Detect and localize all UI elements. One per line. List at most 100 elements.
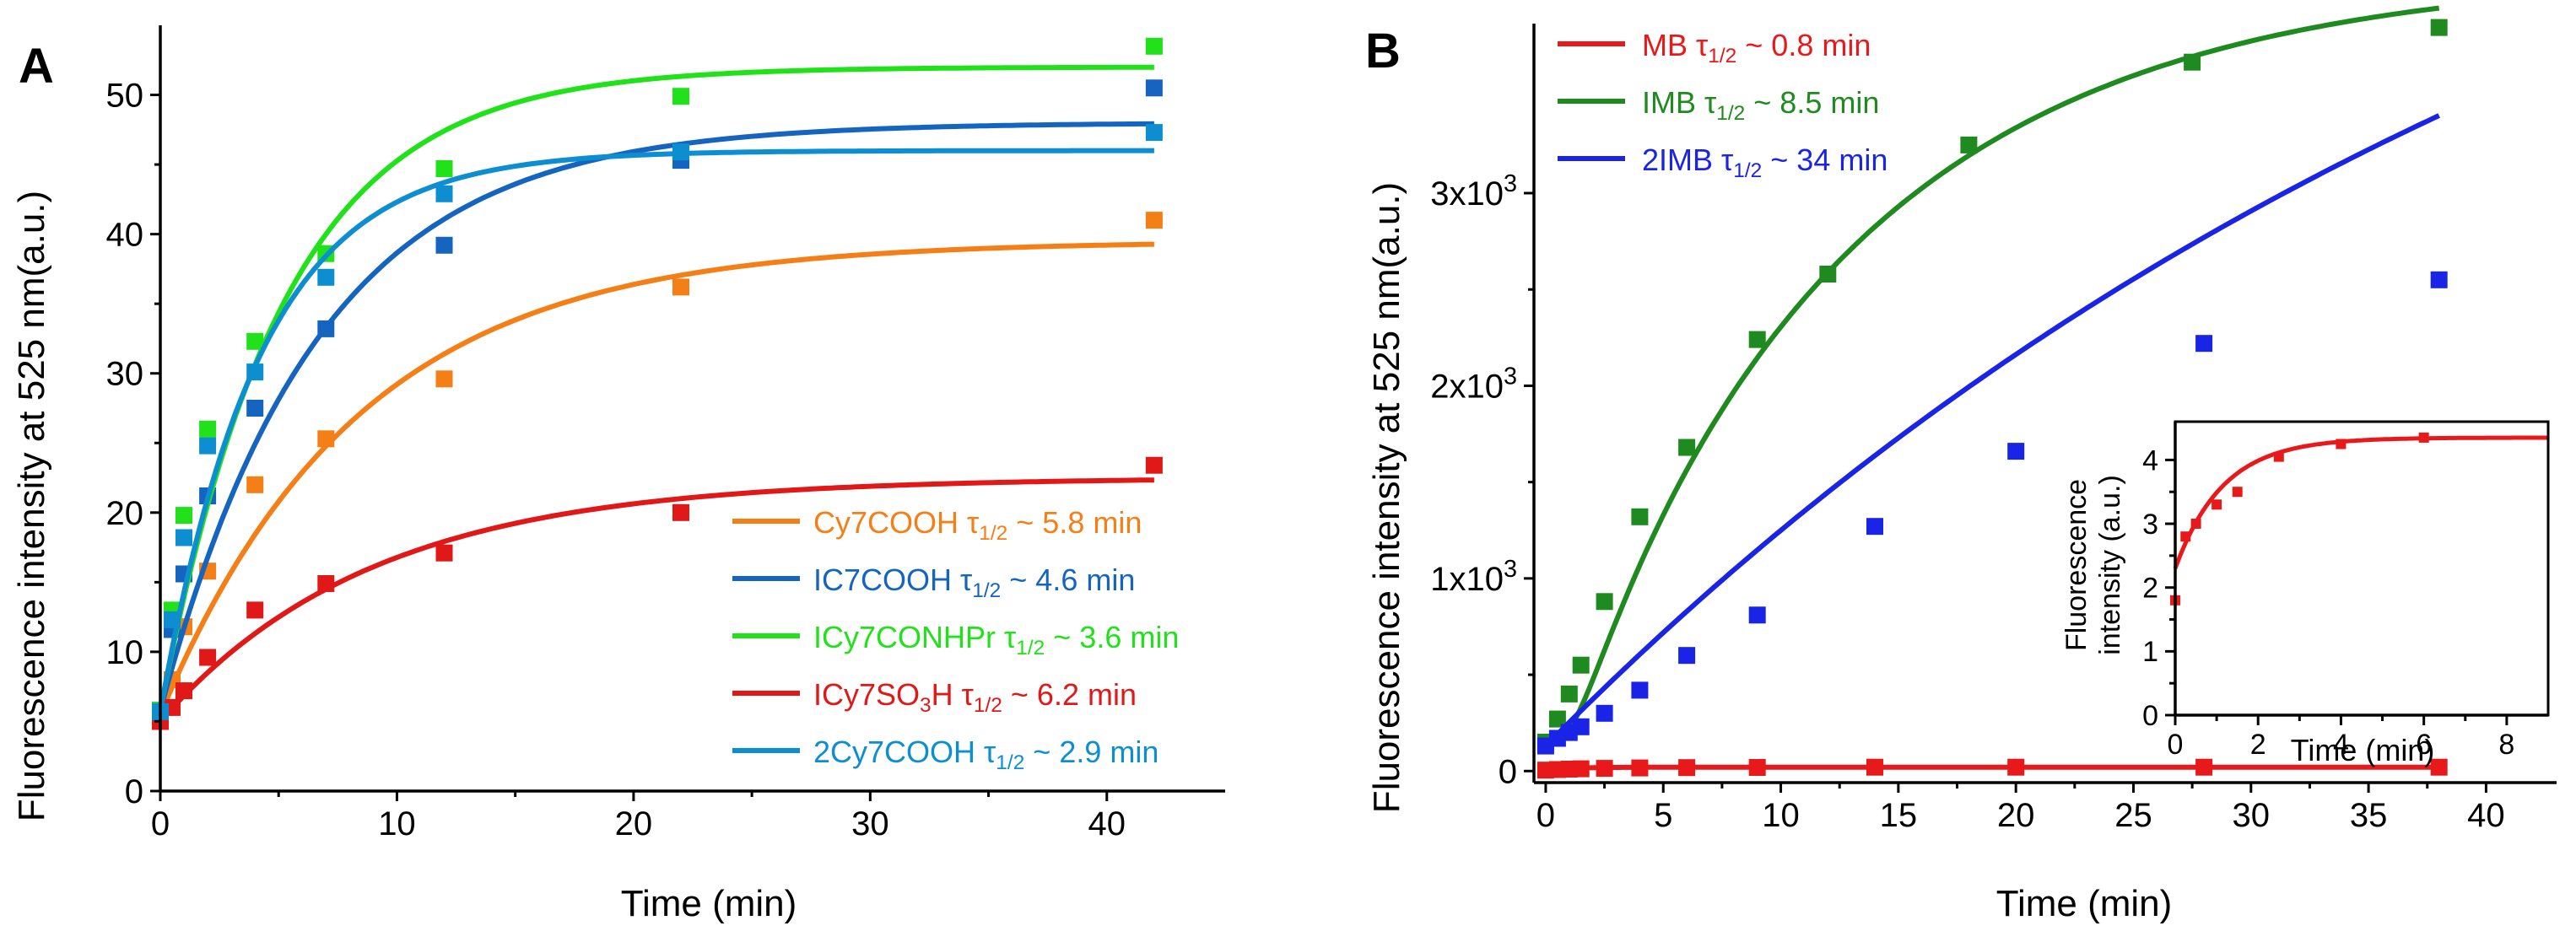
series-cy7cooh-point — [672, 278, 689, 296]
inset-y-tick-label: 2 — [2142, 573, 2158, 605]
series-imb-point — [1560, 685, 1578, 702]
series-imb-point — [1548, 710, 1566, 728]
series-icy7conhpr-fit-line — [158, 64, 1154, 711]
series-cy7cooh-point — [317, 430, 335, 448]
panel-b-x-tick-label: 40 — [2467, 797, 2505, 834]
series-2imb-point — [1596, 704, 1613, 722]
series-imb-point — [1960, 136, 1978, 153]
series-icy7conhpr-point — [672, 88, 689, 105]
panel-a-y-tick-label: 10 — [106, 634, 144, 671]
series-cy7cooh-point — [1145, 212, 1163, 229]
series-mb-point — [2430, 758, 2448, 776]
series-icy7so3h-point — [672, 503, 689, 521]
series-2imb-point — [2007, 443, 2025, 460]
series-imb-point — [1748, 331, 1766, 348]
series-icy7so3h-point — [435, 544, 453, 562]
inset-series-mb-point — [2232, 487, 2243, 498]
series-ic7cooh-point — [317, 320, 335, 337]
series-2imb-point — [2195, 335, 2213, 353]
series-mb — [1536, 758, 2448, 779]
series-imb-point — [1819, 266, 1837, 283]
panel-b-y-tick-label: 2x103 — [1430, 363, 1517, 405]
panel-b-x-tick-label: 0 — [1536, 797, 1555, 834]
panel-b-x-axis-label: Time (min) — [1996, 883, 2173, 924]
inset-series-mb-point — [2273, 451, 2284, 462]
inset-y-tick-label: 0 — [2142, 700, 2158, 732]
series-mb-point — [1866, 758, 1883, 776]
panel-a-series — [152, 37, 1163, 730]
panel-b-y-tick-label: 1x103 — [1430, 556, 1517, 598]
series-icy7so3h-point — [176, 682, 192, 700]
legend-label: IMB τ1/2 ~ 8.5 min — [1642, 85, 1879, 125]
panel-a-y-tick-label: 30 — [106, 356, 144, 393]
series-icy7conhpr-point — [199, 420, 217, 438]
panel-a-y-tick-label: 20 — [106, 495, 144, 532]
series-imb-point — [2430, 19, 2448, 36]
panel-b-x-tick-label: 35 — [2350, 797, 2388, 834]
legend-label: Cy7COOH τ1/2 ~ 5.8 min — [813, 505, 1142, 545]
inset-axes: 0 2 4 6 8 0 1 2 3 4 — [2142, 420, 2550, 761]
panel-a-x-tick-label: 0 — [151, 805, 170, 842]
legend-label: 2Cy7COOH τ1/2 ~ 2.9 min — [813, 735, 1158, 774]
panel-a-x-tick-label: 10 — [378, 805, 416, 842]
panel-b-y-axis-label: Fluorescence intensity at 525 nm(a.u.) — [1366, 182, 1407, 813]
panel-b-x-tick-label: 30 — [2233, 797, 2271, 834]
series-icy7conhpr-point — [176, 507, 192, 525]
panel-b-label: B — [1365, 24, 1401, 78]
inset-y-axis-label-line2: intensity (a.u.) — [2094, 475, 2126, 655]
inset-series-mb-point — [2211, 499, 2222, 510]
panel-a-legend: Cy7COOH τ1/2 ~ 5.8 min IC7COOH τ1/2 ~ 4.6… — [732, 505, 1179, 774]
series-2imb-point — [1866, 518, 1883, 536]
series-ic7cooh-point — [246, 400, 264, 417]
series-icy7so3h-point — [317, 575, 335, 592]
series-imb-point — [1678, 439, 1696, 456]
panel-b-x-tick-label: 15 — [1880, 797, 1918, 834]
panel-a-x-tick-label: 40 — [1088, 805, 1126, 842]
series-2cy7cooh-point — [176, 529, 192, 546]
panel-b-y-tick-label: 3x103 — [1430, 170, 1517, 213]
inset-x-tick-label: 2 — [2250, 729, 2266, 761]
series-2cy7cooh-point — [1145, 124, 1163, 142]
series-2imb-point — [1678, 647, 1696, 665]
series-cy7cooh-point — [435, 370, 453, 388]
inset-series-mb-point — [2418, 432, 2429, 443]
panel-b-x-tick-label: 20 — [1997, 797, 2035, 834]
series-mb-point — [2195, 758, 2213, 776]
series-2cy7cooh-point — [246, 363, 264, 381]
inset-series — [2170, 432, 2548, 606]
series-2cy7cooh — [152, 124, 1163, 720]
legend-label: MB τ1/2 ~ 0.8 min — [1642, 28, 1871, 67]
panel-a-y-axis-label: Fluorescence intensity at 525 nm(a.u.) — [11, 191, 52, 821]
panel-b-inset: 0 2 4 6 8 0 1 2 3 4 Time (min) Fluorescence inten… — [2060, 420, 2550, 767]
panel-a-label: A — [19, 39, 54, 94]
panel-a-axes: 0 10 20 30 40 0 10 20 30 40 50 — [106, 25, 1225, 842]
inset-x-axis-label: Time (min) — [2291, 733, 2435, 767]
legend-label: ICy7CONHPr τ1/2 ~ 3.6 min — [813, 620, 1179, 659]
series-2imb-fit-line — [1543, 113, 2440, 748]
panel-a: A 0 10 20 30 40 0 10 20 30 40 50 Time (min) Fluore… — [11, 25, 1225, 924]
inset-frame — [2174, 420, 2550, 717]
series-2imb-point — [1572, 718, 1590, 735]
inset-x-tick-label: 4 — [2333, 729, 2349, 761]
series-2cy7cooh-point — [199, 437, 217, 455]
panel-b-series — [1536, 5, 2448, 779]
series-imb-point — [2184, 53, 2201, 71]
series-imb-point — [1572, 656, 1590, 674]
panel-a-y-tick-label: 0 — [125, 773, 143, 810]
legend-label: ICy7SO3H τ1/2 ~ 6.2 min — [813, 677, 1137, 717]
inset-y-tick-label: 1 — [2142, 636, 2158, 668]
inset-series-mb-point — [2190, 519, 2201, 529]
panel-a-x-tick-label: 30 — [851, 805, 889, 842]
panel-b-y-tick-label: 0 — [1499, 753, 1517, 790]
panel-a-y-tick-label: 50 — [106, 78, 144, 115]
panel-a-y-tick-label: 40 — [106, 217, 144, 254]
series-mb-point — [1596, 760, 1613, 778]
series-2cy7cooh-fit-line — [158, 148, 1154, 713]
series-ic7cooh-point — [1145, 79, 1163, 97]
series-2imb — [1536, 113, 2448, 755]
series-icy7conhpr-point — [435, 160, 453, 177]
inset-series-mb-point — [2336, 439, 2346, 449]
inset-y-tick-label: 3 — [2142, 509, 2158, 541]
